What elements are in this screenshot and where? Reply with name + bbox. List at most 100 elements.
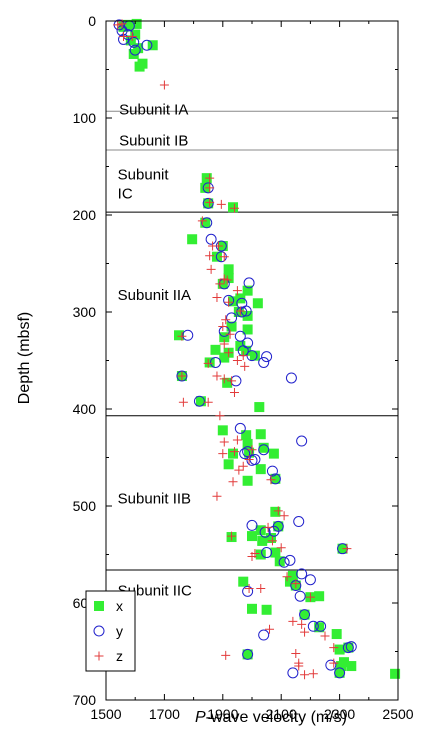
data-point-y [234, 330, 246, 342]
legend-label-y: y [116, 623, 123, 639]
data-point-z [197, 216, 207, 226]
data-point-y [242, 648, 254, 660]
data-point-y [202, 197, 214, 209]
data-point-x [134, 61, 145, 72]
data-point-x [314, 622, 325, 633]
data-point-z [219, 252, 229, 262]
data-point-x [174, 330, 184, 341]
x-axis-title-prefix: P [195, 709, 206, 726]
data-point-x [314, 591, 325, 602]
data-point-x [128, 48, 139, 59]
data-point-z [225, 329, 235, 339]
data-point-x [270, 547, 281, 558]
data-point-x [257, 535, 268, 546]
data-point-z [219, 374, 229, 384]
data-point-z [244, 454, 254, 464]
data-point-y [304, 574, 316, 586]
data-point-z [263, 522, 273, 532]
x-tick-label: 1500 [90, 706, 121, 722]
data-point-z [127, 32, 137, 42]
data-point-x [217, 425, 228, 436]
data-point-x [299, 609, 310, 620]
series-z [113, 19, 352, 680]
data-point-y [141, 39, 153, 51]
data-point-y [176, 370, 188, 382]
data-point-x [242, 649, 253, 660]
data-point-x [273, 521, 284, 532]
data-point-z [178, 397, 188, 407]
data-point-x [241, 430, 252, 441]
unit-label: Subunit IB [119, 133, 188, 150]
legend-marker-y [93, 625, 105, 637]
data-point-x [336, 661, 347, 672]
data-point-z [291, 648, 301, 658]
data-point-x [247, 531, 257, 542]
unit-label: Subunit IIC [118, 583, 192, 600]
data-point-z [244, 583, 254, 593]
data-point-z [240, 361, 250, 371]
data-point-z [212, 371, 222, 381]
data-point-y [296, 435, 308, 447]
data-point-z [238, 351, 248, 361]
data-point-x [252, 298, 263, 309]
data-point-z [279, 511, 289, 521]
data-point-z [305, 592, 315, 602]
data-point-y [296, 568, 308, 580]
data-point-x [147, 40, 158, 51]
data-point-x [249, 350, 260, 361]
data-point-y [243, 277, 255, 289]
data-point-x [125, 35, 136, 46]
data-point-z [232, 435, 242, 445]
data-point-z [320, 631, 330, 641]
data-point-z [342, 544, 352, 554]
data-point-z [205, 251, 215, 261]
data-point-x [346, 661, 357, 672]
data-point-y [205, 233, 217, 245]
data-point-x [242, 438, 253, 449]
data-point-x [242, 475, 253, 486]
data-point-x [242, 285, 253, 296]
unit-label: Subunit [118, 166, 170, 183]
data-point-z [228, 477, 238, 487]
data-point-z [297, 619, 307, 629]
data-point-z [300, 627, 310, 637]
y-tick-label: 700 [73, 692, 97, 708]
axes: 1500 1700 1900 2100 2300 2500 0 100 200 300 400 500… [73, 13, 414, 722]
data-point-z [227, 531, 237, 541]
data-point-z [159, 80, 169, 90]
legend-label-z: z [116, 648, 123, 664]
data-point-x [211, 251, 222, 262]
data-point-x [331, 629, 342, 640]
data-point-z [276, 543, 286, 553]
data-point-x [203, 198, 214, 209]
data-point-x [254, 402, 265, 413]
data-point-z [119, 32, 129, 42]
data-point-x [255, 464, 266, 475]
y-tick-label: 500 [73, 498, 97, 514]
data-point-y [261, 351, 273, 363]
legend-marker-x [94, 601, 104, 611]
data-point-y [258, 444, 270, 456]
data-point-x [122, 19, 133, 30]
data-point-z [238, 461, 248, 471]
unit-label: IC [118, 185, 133, 202]
data-point-y [325, 659, 337, 671]
data-point-y [258, 356, 270, 368]
data-point-y [287, 667, 299, 679]
data-point-x [226, 321, 237, 332]
data-point-z [267, 536, 277, 546]
data-point-x [228, 296, 239, 307]
unit-label: Subunit IIB [118, 490, 191, 507]
data-point-x [261, 604, 272, 615]
data-point-x [334, 644, 345, 655]
x-tick-label: 2100 [266, 706, 297, 722]
series-y [113, 19, 357, 679]
data-point-x [255, 429, 266, 440]
data-point-z [218, 322, 228, 332]
data-point-x [204, 357, 215, 368]
data-point-z [222, 275, 232, 285]
data-point-x [228, 202, 239, 213]
data-point-y [246, 519, 258, 531]
data-point-z [308, 669, 318, 679]
